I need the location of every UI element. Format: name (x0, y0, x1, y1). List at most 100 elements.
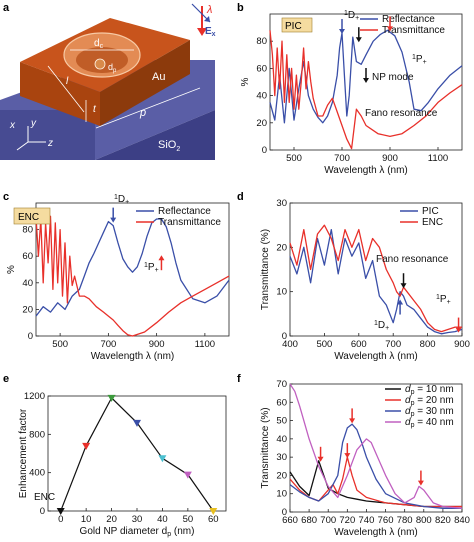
enc-label: ENC (34, 492, 55, 503)
c-ytick-label: 0 (28, 331, 33, 342)
b-ylabel: % (240, 77, 251, 86)
e-data-point-0 (56, 508, 65, 515)
e-data-point-5 (183, 471, 192, 479)
b-ytick-label: 40 (256, 91, 267, 102)
panel-d-annotations: Fano resonance 1D+ 1P+ (374, 254, 451, 332)
d-xtick-label: 800 (420, 339, 436, 350)
e-connecting-line (60, 396, 214, 512)
c-series-1-line (35, 215, 230, 337)
c-xtick-label: 500 (52, 339, 68, 350)
axis-z-label: z (47, 138, 53, 149)
d-annotation-arrowhead-6 (397, 299, 404, 305)
l-label: l (66, 76, 69, 87)
panel-f-label: f (237, 373, 241, 385)
c-annotation-arrowhead-4 (110, 217, 117, 223)
b-xtick-label: 1100 (428, 153, 448, 164)
e-data-point-2 (107, 394, 116, 402)
lambda-arrowhead (197, 28, 207, 36)
l-dimension-line (47, 65, 85, 113)
e-plot-frame (47, 395, 227, 512)
e-xtick-label: 60 (208, 514, 219, 525)
e-data-point-1 (82, 442, 91, 450)
f-ylabel: Transmittance (%) (260, 407, 271, 488)
d-xtick-label: 900 (454, 339, 470, 350)
c-ytick-label: 40 (22, 278, 33, 289)
e-field-arrowhead (204, 16, 210, 22)
f-xtick-label: 840 (454, 515, 470, 526)
f-legend-label-2: dp = 30 nm (405, 406, 454, 418)
b-plot-frame (269, 13, 463, 151)
c-ylabel: % (6, 265, 17, 274)
f-ytick-label: 60 (276, 397, 287, 408)
d-ytick-label: 30 (276, 198, 287, 209)
e-xtick-label: 10 (81, 514, 92, 525)
f-xtick-label: 760 (378, 515, 394, 526)
e-xtick-label: 20 (106, 514, 117, 525)
sio2-label: SiO2 (158, 139, 180, 153)
gold-nanoparticle (94, 58, 106, 70)
f-annotation-arrowhead-10 (344, 453, 351, 459)
d-xtick-label: 600 (351, 339, 367, 350)
f-annotation-arrowhead-11 (349, 418, 356, 424)
d-ytick-label: 10 (276, 287, 287, 298)
axis-y-label: y (30, 118, 37, 129)
f-series-2-line (289, 423, 462, 509)
f-xtick-label: 720 (339, 515, 355, 526)
d-legend-label-0: PIC (422, 206, 439, 217)
panel-e-annotations: ENC (34, 492, 55, 503)
e-xtick-label: 30 (132, 514, 143, 525)
f-plot-frame (289, 383, 463, 513)
b-xtick-label: 500 (286, 153, 302, 164)
f-xtick-label: 700 (320, 515, 336, 526)
sio2-substrate-side (95, 110, 215, 160)
au-block-side (100, 40, 190, 126)
c-xtick-label: 900 (149, 339, 165, 350)
panel-d-label: d (237, 191, 244, 203)
c-ytick-label: 80 (22, 225, 33, 236)
p-dimension-line (95, 87, 201, 129)
np-mode-label: NP mode (372, 72, 414, 83)
panel-c-label: c (3, 191, 9, 203)
f-ytick-label: 20 (276, 470, 287, 481)
b-xtick-label: 900 (382, 153, 398, 164)
e-ylabel: Enhancement factor (18, 408, 29, 498)
e-xtick-label: 0 (58, 514, 63, 525)
d-xlabel: Wavelength λ (nm) (334, 351, 418, 362)
c-ytick-label: 20 (22, 304, 33, 315)
f-series-3-line (289, 383, 463, 509)
c-legend-label-1: Transmittance (158, 217, 221, 228)
e-data-point-4 (158, 455, 167, 463)
lambda-label: λ (206, 4, 212, 16)
f-xtick-label: 660 (282, 515, 298, 526)
e-ytick-label: 0 (40, 506, 45, 517)
b-fano-label: Fano resonance (365, 108, 438, 119)
c-xtick-label: 700 (100, 339, 116, 350)
f-xlabel: Wavelength λ (nm) (334, 527, 418, 538)
b-annotation-arrowhead-1 (355, 37, 362, 43)
f-legend-label-0: dp = 10 nm (405, 384, 454, 396)
b-annotation-arrowhead-3 (387, 26, 393, 32)
f-ytick-label: 40 (276, 434, 287, 445)
f-ytick-label: 0 (282, 507, 287, 518)
panel-b-annotations: PIC 1D+ 1P+ NP mode Fano resonance (281, 10, 438, 119)
au-block-front (20, 62, 100, 126)
pic-inset-label: PIC (285, 21, 302, 32)
chart-b: 500 700 900 1100 0 20 40 60 80 Wavelength λ (nm)%… (240, 13, 463, 176)
panel-b-label: b (237, 2, 244, 14)
f-annotation-arrowhead-12 (417, 480, 424, 486)
panel-a: a dc dp Au l t p SiO2 y z x λ (0, 2, 216, 160)
d-ytick-label: 20 (276, 242, 287, 253)
dp-label: dp (108, 62, 117, 74)
enc-inset (13, 207, 51, 225)
b-ytick-label: 60 (256, 63, 267, 74)
sio2-substrate-front (0, 110, 95, 160)
panel-e-label: e (3, 373, 9, 385)
axes-glyph (16, 126, 46, 151)
pic-inset (281, 17, 313, 33)
f-ytick-label: 30 (276, 452, 287, 463)
c-xlabel: Wavelength λ (nm) (91, 351, 175, 362)
d-xtick-label: 400 (282, 339, 298, 350)
f-xtick-label: 680 (301, 515, 317, 526)
p-label: p (139, 107, 146, 119)
